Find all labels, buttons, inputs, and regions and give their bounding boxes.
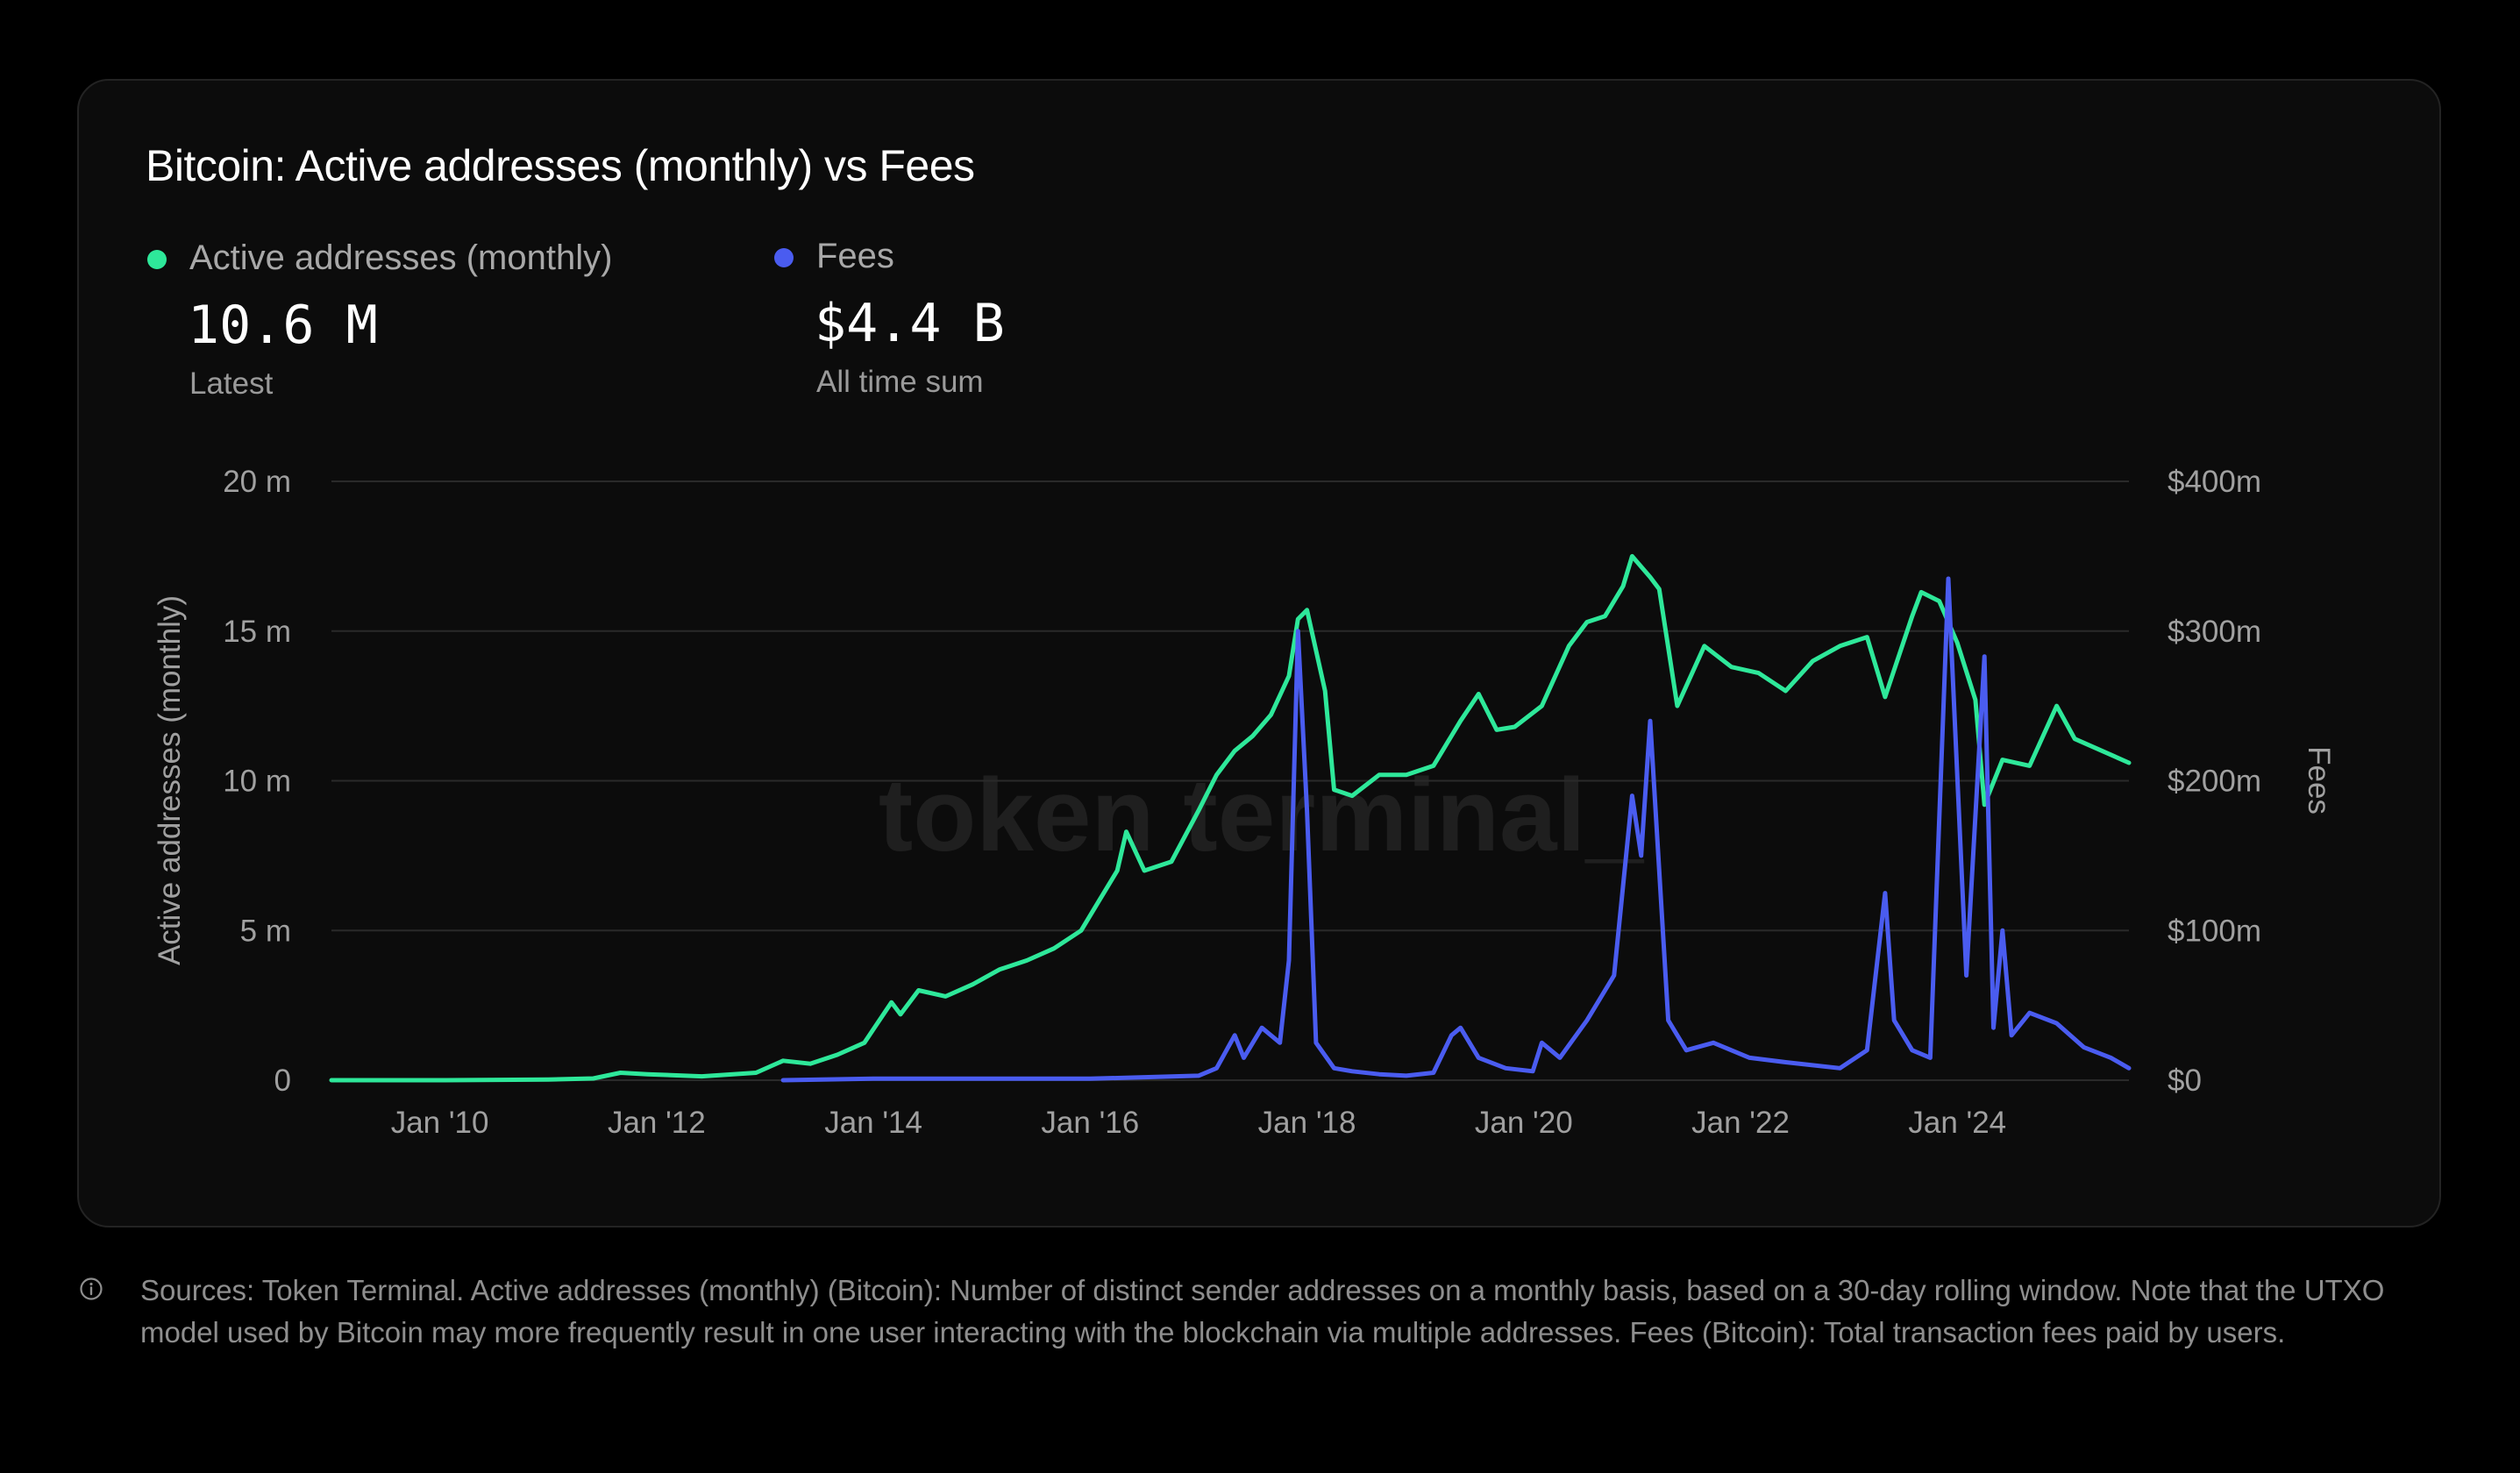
sources-footnote: Sources: Token Terminal. Active addresse…: [140, 1274, 2385, 1348]
right-tick-label: $200m: [2168, 765, 2261, 799]
x-tick-label: Jan '18: [1258, 1106, 1356, 1140]
active-addresses-sublabel: Latest: [189, 366, 274, 401]
right-tick-label: $0: [2168, 1064, 2202, 1098]
y-axis-left-label: Active addresses (monthly): [153, 595, 187, 965]
x-tick-label: Jan '12: [608, 1106, 706, 1140]
chart-title: Bitcoin: Active addresses (monthly) vs F…: [146, 141, 975, 190]
right-tick-label: $300m: [2168, 615, 2261, 649]
fees-line: [780, 576, 2132, 1083]
x-tick-label: Jan '24: [1908, 1106, 2006, 1140]
x-tick-label: Jan '10: [391, 1106, 489, 1140]
x-tick-label: Jan '16: [1041, 1106, 1139, 1140]
right-tick-label: $400m: [2168, 465, 2261, 499]
active-addresses-label: Active addresses (monthly): [189, 238, 613, 277]
right-tick-label: $100m: [2168, 914, 2261, 948]
active-addresses-legend-dot: [147, 250, 167, 269]
fees-value: $4.4 B: [815, 293, 1005, 354]
x-tick-label: Jan '22: [1691, 1106, 1790, 1140]
fees-legend-dot: [774, 248, 794, 267]
left-tick-label: 5 m: [240, 914, 291, 948]
left-tick-label: 0: [274, 1064, 291, 1098]
info-icon: [80, 1277, 103, 1300]
fees-label: Fees: [816, 237, 894, 275]
x-tick-label: Jan '14: [824, 1106, 922, 1140]
left-tick-label: 15 m: [223, 615, 291, 649]
y-axis-right-label: Fees: [2302, 746, 2336, 815]
left-tick-label: 10 m: [223, 765, 291, 799]
x-tick-label: Jan '20: [1475, 1106, 1573, 1140]
active-addresses-line: [329, 553, 2132, 1083]
left-tick-label: 20 m: [223, 465, 291, 499]
fees-sublabel: All time sum: [816, 365, 984, 399]
active-addresses-value: 10.6 M: [188, 295, 378, 356]
watermark-text: token terminal_: [879, 758, 1645, 873]
chart-plot: token terminal_ 0 5 m 10 m 15 m 20 m $0 $100m…: [153, 465, 2336, 1140]
